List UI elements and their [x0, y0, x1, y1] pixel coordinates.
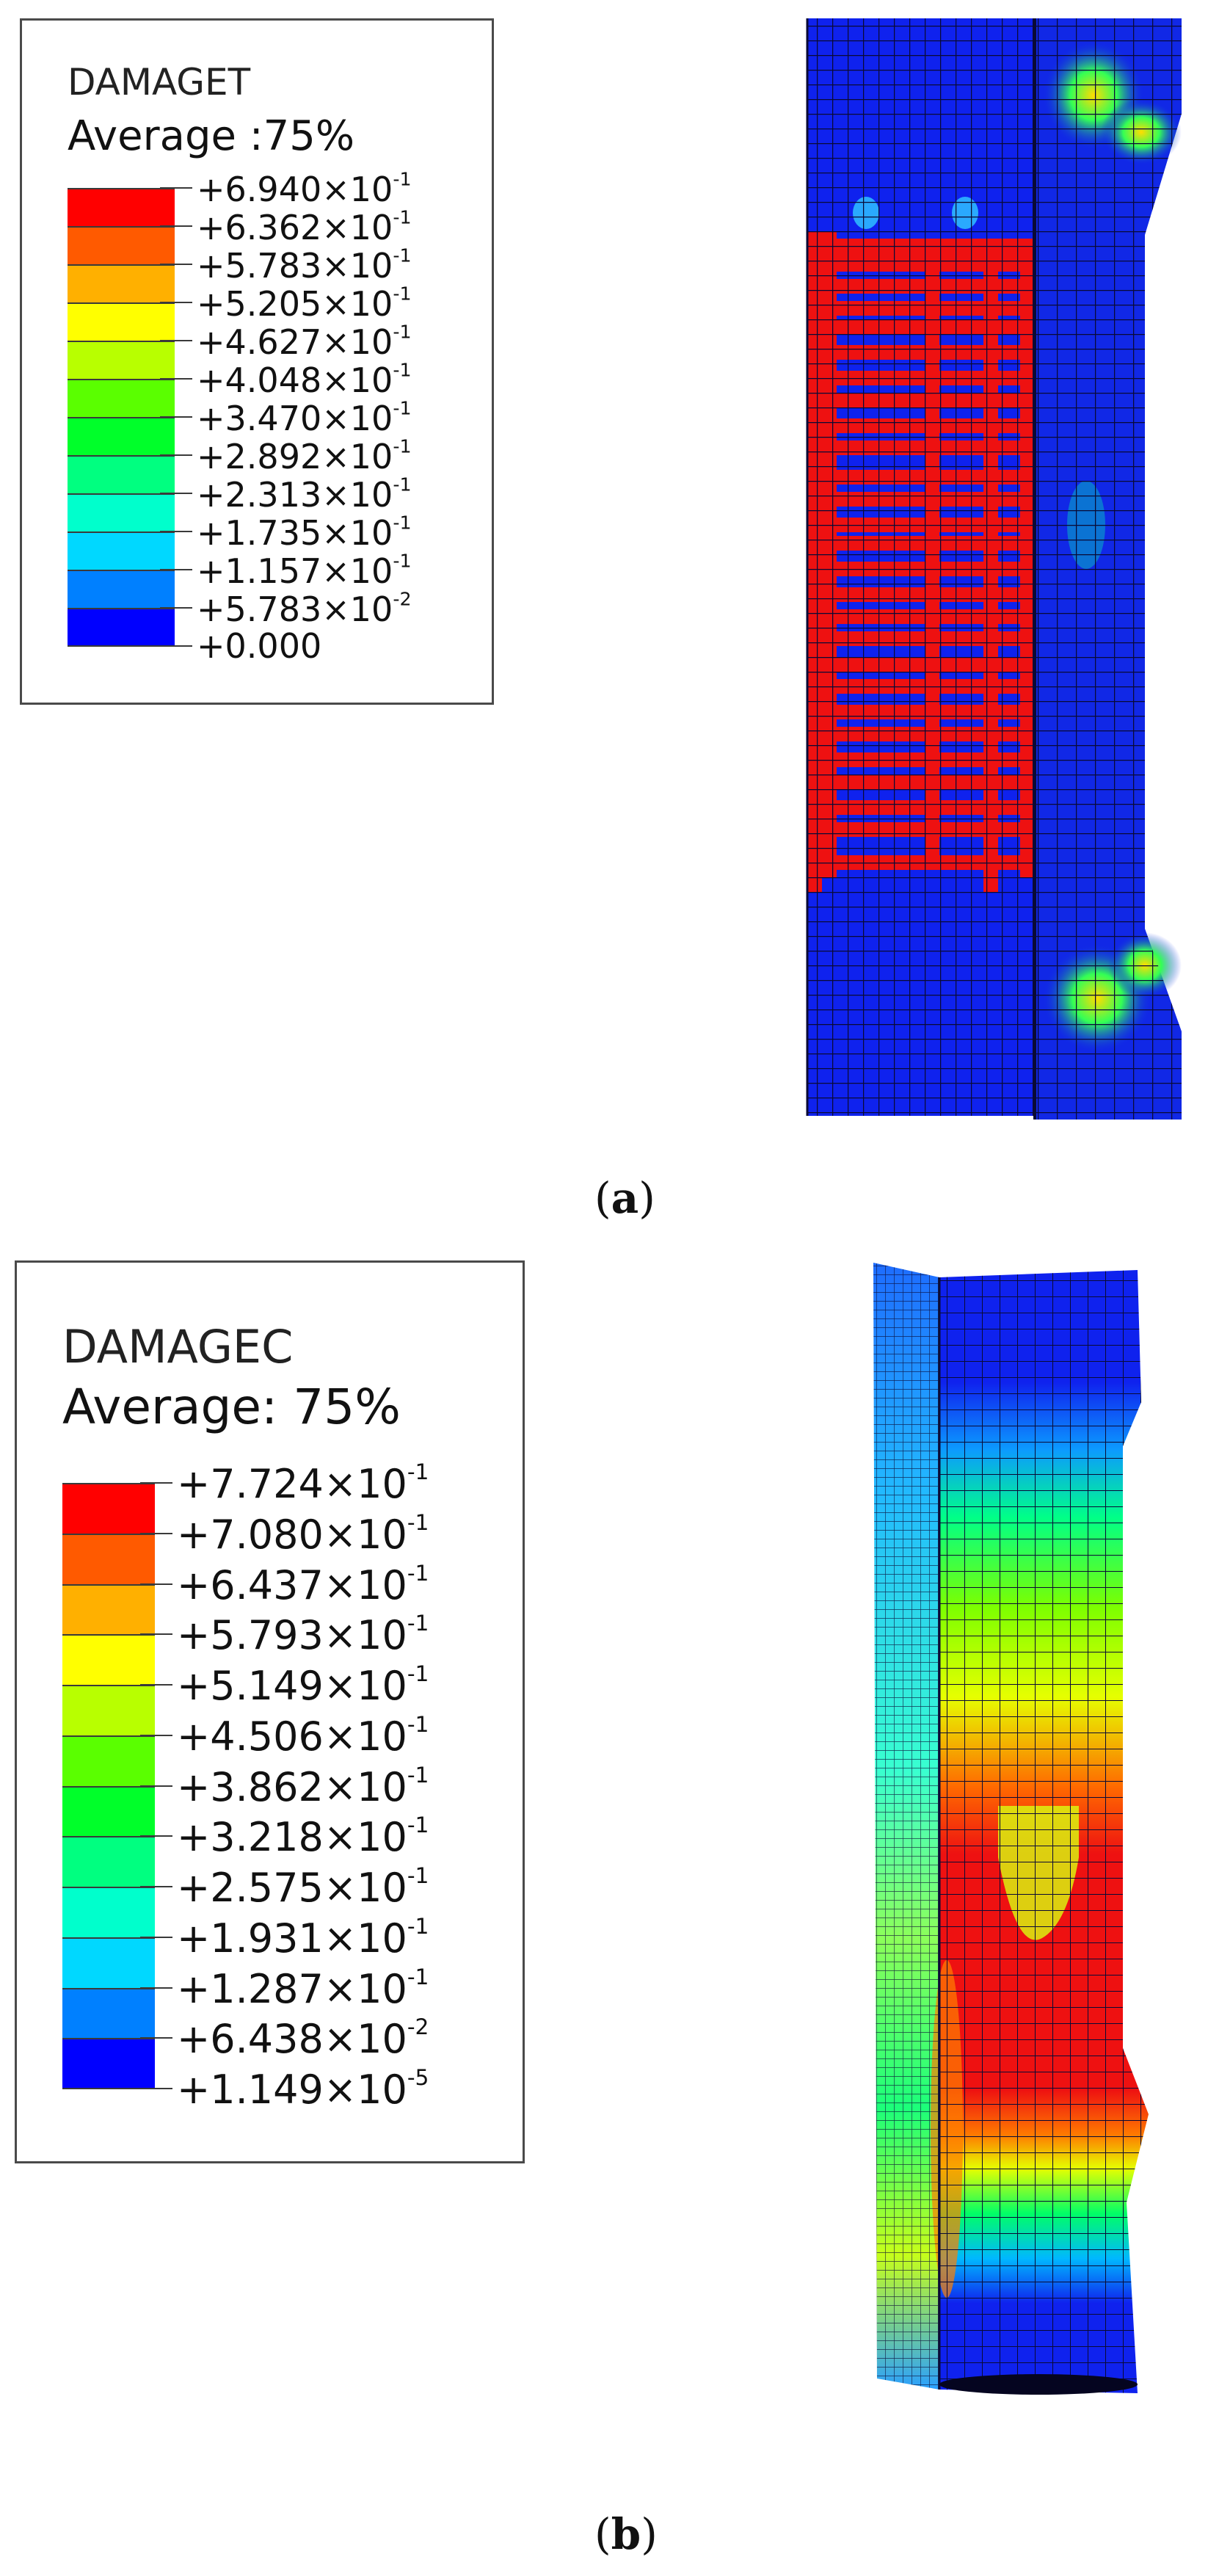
legend-value-label: +1.931×10-1	[177, 1913, 429, 1962]
legend-panel-a: DAMAGET Average :75% +6.940×10-1 +6.362×1…	[20, 18, 494, 705]
legend-tick	[140, 1987, 172, 1989]
legend-color-band	[62, 2038, 155, 2089]
legend-tick	[140, 1886, 172, 1887]
legend-color-band	[62, 1785, 155, 1837]
legend-tick	[160, 531, 192, 532]
legend-color-band	[62, 1987, 155, 2039]
legend-color-band	[62, 1533, 155, 1585]
legend-color-band	[68, 379, 175, 418]
legend-variable-name: DAMAGEC	[62, 1320, 294, 1374]
legend-color-band	[68, 226, 175, 265]
legend-tick	[140, 1633, 172, 1636]
legend-tick	[160, 302, 192, 303]
legend-average-label: Average: 75%	[62, 1379, 401, 1435]
legend-tick	[160, 187, 192, 189]
legend-color-band	[68, 531, 175, 570]
specimen-damaget-contour	[771, 11, 1208, 1142]
mesh-side	[1035, 18, 1182, 1120]
legend-color-band	[68, 608, 175, 647]
legend-value-label: +1.735×10-1	[197, 512, 412, 553]
legend-color-bar	[62, 1483, 155, 2089]
legend-value-label: +4.048×10-1	[197, 359, 412, 400]
legend-value-label: +5.783×10-1	[197, 244, 412, 286]
legend-tick	[140, 1583, 172, 1585]
caption-panel-a: (a)	[594, 1173, 655, 1223]
legend-tick	[140, 1532, 172, 1534]
legend-value-label: +0.000	[197, 626, 322, 666]
legend-color-band	[68, 302, 175, 341]
legend-value-label: +4.506×10-1	[177, 1711, 429, 1760]
legend-value-label: +1.287×10-1	[177, 1964, 429, 2012]
legend-color-band	[62, 1685, 155, 1736]
specimen-a-svg	[806, 18, 1182, 1120]
legend-color-band	[62, 1483, 155, 1534]
legend-color-bar	[68, 188, 175, 647]
legend-value-label: +5.793×10-1	[177, 1611, 429, 1659]
specimen-b-base-shadow	[939, 2374, 1138, 2395]
mesh-front	[939, 1270, 1149, 2393]
legend-value-label: +5.149×10-1	[177, 1661, 429, 1710]
legend-color-band	[68, 341, 175, 380]
legend-tick	[140, 2088, 172, 2089]
legend-tick	[140, 1936, 172, 1938]
legend-tick	[160, 454, 192, 456]
legend-color-band	[62, 1887, 155, 1938]
legend-tick	[160, 416, 192, 418]
legend-color-band	[62, 1836, 155, 1887]
legend-value-label: +6.437×10-1	[177, 1560, 429, 1608]
mesh-side	[873, 1263, 939, 2390]
legend-tick	[160, 607, 192, 609]
legend-value-label: +6.438×10-2	[177, 2014, 429, 2063]
legend-color-band	[62, 1937, 155, 1989]
legend-tick	[160, 569, 192, 570]
legend-tick	[160, 340, 192, 341]
legend-tick	[140, 1734, 172, 1736]
legend-value-label: +7.080×10-1	[177, 1509, 429, 1558]
legend-color-band	[68, 188, 175, 227]
legend-color-band	[68, 570, 175, 609]
legend-value-label: +7.724×10-1	[177, 1459, 429, 1508]
legend-value-label: +6.362×10-1	[197, 206, 412, 247]
legend-value-label: +3.218×10-1	[177, 1813, 429, 1861]
legend-color-band	[68, 417, 175, 456]
legend-value-label: +1.149×10-5	[177, 2064, 429, 2114]
specimen-b-svg	[873, 1263, 1149, 2395]
legend-color-band	[62, 1583, 155, 1636]
legend-value-label: +1.157×10-1	[197, 550, 412, 591]
legend-tick	[160, 225, 192, 227]
legend-tick	[140, 2037, 172, 2039]
legend-panel-b: DAMAGEC Average: 75% +7.724×10-1 +7.080×1…	[15, 1260, 525, 2163]
legend-color-band	[68, 264, 175, 303]
legend-value-label: +2.892×10-1	[197, 435, 412, 476]
legend-tick	[140, 1684, 172, 1686]
legend-value-label: +5.783×10-2	[197, 588, 412, 629]
legend-value-label: +3.470×10-1	[197, 397, 412, 438]
legend-tick	[160, 645, 192, 647]
legend-value-label: +2.575×10-1	[177, 1862, 429, 1912]
specimen-damagec-contour	[859, 1248, 1167, 2412]
legend-tick	[160, 493, 192, 494]
legend-color-band	[68, 455, 175, 494]
legend-value-label: +5.205×10-1	[197, 283, 412, 324]
caption-panel-b: (b)	[594, 2509, 658, 2559]
legend-color-band	[68, 493, 175, 532]
legend-tick	[140, 1482, 172, 1484]
legend-tick	[140, 1785, 172, 1787]
legend-tick	[140, 1835, 172, 1837]
legend-color-band	[62, 1735, 155, 1787]
mesh-front	[807, 18, 1035, 1116]
legend-tick	[160, 264, 192, 265]
legend-average-label: Average :75%	[68, 112, 355, 160]
legend-variable-name: DAMAGET	[68, 61, 251, 104]
legend-tick	[160, 378, 192, 380]
legend-color-band	[62, 1634, 155, 1686]
legend-value-label: +6.940×10-1	[197, 168, 412, 209]
legend-value-label: +3.862×10-1	[177, 1762, 429, 1810]
legend-value-label: +4.627×10-1	[197, 321, 412, 362]
legend-value-label: +2.313×10-1	[197, 474, 412, 515]
